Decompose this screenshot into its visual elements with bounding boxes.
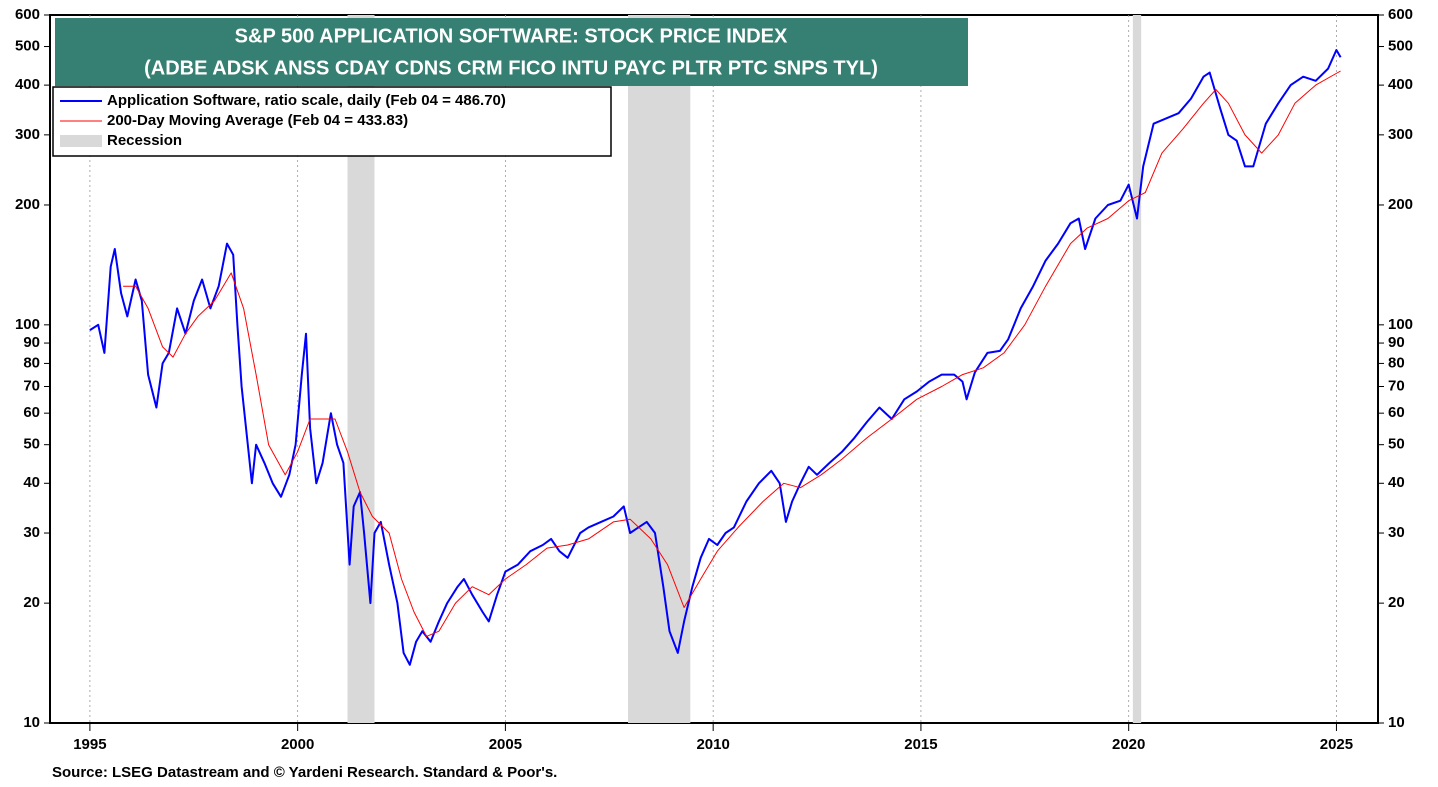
- y-tick-label: 30: [23, 524, 40, 541]
- y-tick-label: 20: [23, 594, 40, 611]
- y-tick-label: 200: [15, 196, 40, 213]
- y2-tick-label: 600: [1388, 6, 1413, 23]
- y-tick-label: 300: [15, 126, 40, 143]
- recessions: [347, 15, 1142, 723]
- x-tick-label: 2015: [904, 736, 937, 753]
- y-tick-label: 100: [15, 316, 40, 333]
- y2-tick-label: 500: [1388, 37, 1413, 54]
- x-tick-label: 1995: [73, 736, 106, 753]
- y2-tick-label: 70: [1388, 377, 1405, 394]
- y-tick-label: 70: [23, 377, 40, 394]
- legend-label: Recession: [107, 132, 182, 149]
- y-tick-label: 400: [15, 76, 40, 93]
- y-tick-label: 10: [23, 714, 40, 731]
- y-tick-label: 80: [23, 354, 40, 371]
- title-box: [55, 18, 968, 86]
- y2-tick-label: 20: [1388, 594, 1405, 611]
- chart-title: S&P 500 APPLICATION SOFTWARE: STOCK PRIC…: [235, 25, 788, 47]
- y2-tick-label: 200: [1388, 196, 1413, 213]
- x-tick-label: 2025: [1320, 736, 1353, 753]
- y-tick-label: 60: [23, 404, 40, 421]
- recession-band: [1132, 15, 1142, 723]
- y2-tick-label: 80: [1388, 354, 1405, 371]
- y-tick-label: 600: [15, 6, 40, 23]
- x-tick-label: 2020: [1112, 736, 1145, 753]
- y-tick-label: 500: [15, 37, 40, 54]
- legend-label: 200-Day Moving Average (Feb 04 = 433.83): [107, 112, 408, 129]
- y2-tick-label: 30: [1388, 524, 1405, 541]
- y2-tick-label: 60: [1388, 404, 1405, 421]
- legend-swatch: [60, 135, 102, 147]
- y-tick-label: 40: [23, 474, 40, 491]
- y2-tick-label: 40: [1388, 474, 1405, 491]
- y-tick-label: 50: [23, 436, 40, 453]
- series-line: [123, 70, 1341, 637]
- legend: [52, 86, 612, 157]
- series-line: [89, 49, 1342, 666]
- recession-band: [627, 15, 691, 723]
- y2-tick-label: 50: [1388, 436, 1405, 453]
- axes: 1020304050607080901002003004005006001020…: [15, 6, 1413, 753]
- lines: [89, 49, 1342, 666]
- legend-entries: Application Software, ratio scale, daily…: [60, 92, 506, 149]
- y2-tick-label: 300: [1388, 126, 1413, 143]
- x-tick-label: 2005: [489, 736, 522, 753]
- x-tick-label: 2010: [696, 736, 729, 753]
- legend-label: Application Software, ratio scale, daily…: [107, 92, 506, 109]
- source: Source: LSEG Datastream and © Yardeni Re…: [52, 764, 557, 781]
- y2-tick-label: 90: [1388, 334, 1405, 351]
- x-tick-label: 2000: [281, 736, 314, 753]
- y2-tick-label: 100: [1388, 316, 1413, 333]
- chart-subtitle: (ADBE ADSK ANSS CDAY CDNS CRM FICO INTU …: [144, 57, 878, 79]
- plot-frame: [49, 14, 1379, 724]
- y2-tick-label: 10: [1388, 714, 1405, 731]
- y2-tick-label: 400: [1388, 76, 1413, 93]
- y-tick-label: 90: [23, 334, 40, 351]
